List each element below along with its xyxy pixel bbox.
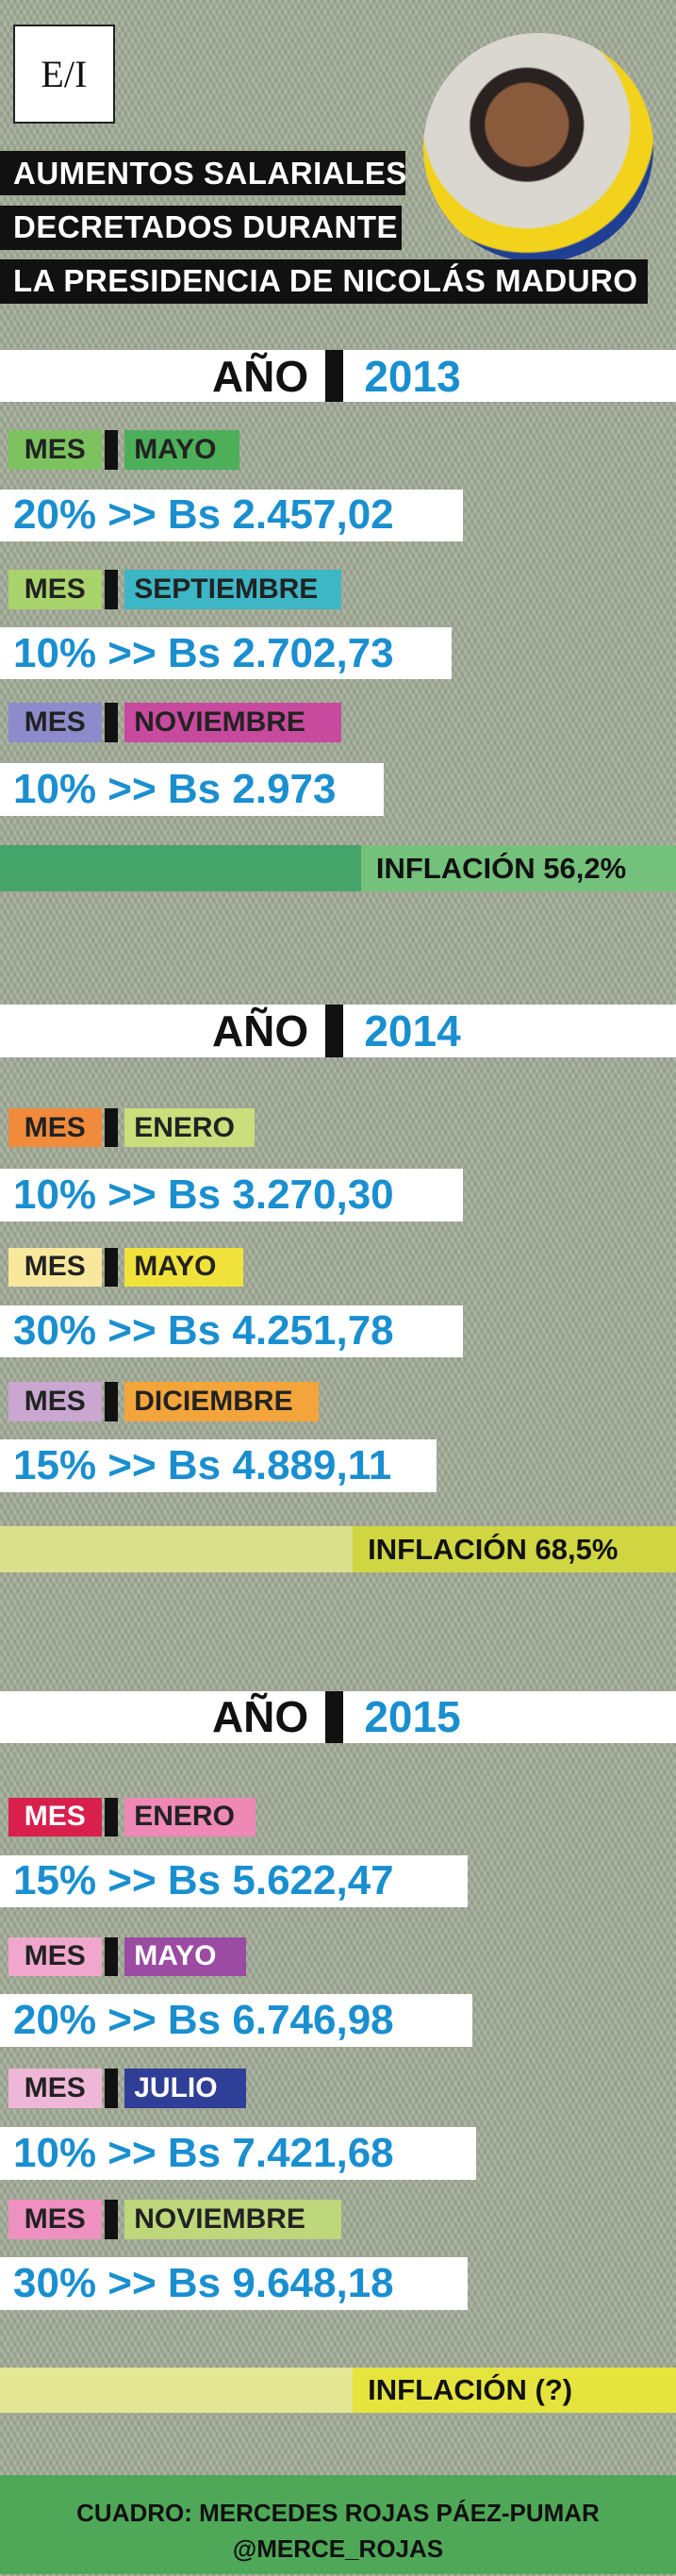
mes-label: MES <box>8 429 102 470</box>
title-line: AUMENTOS SALARIALES <box>0 151 406 196</box>
mes-label: MES <box>8 569 102 609</box>
inflation-bar <box>0 1526 354 1573</box>
increase-value: 20% >> Bs 6.746,98 <box>0 1994 473 2048</box>
footer-line: CUADRO: MERCEDES ROJAS PÁEZ-PUMAR <box>76 2498 600 2527</box>
divider <box>105 1382 119 1422</box>
increase-value: 10% >> Bs 2.702,73 <box>0 626 452 680</box>
divider <box>105 2068 119 2108</box>
divider <box>105 2199 119 2239</box>
divider <box>105 1936 119 1977</box>
year-label: AÑO <box>211 351 309 401</box>
title-line: LA PRESIDENCIA DE NICOLÁS MADURO <box>0 258 649 304</box>
month-label: MAYO <box>124 1936 247 1977</box>
inflation-bar <box>0 845 361 891</box>
month-label: DICIEMBRE <box>124 1382 319 1422</box>
increase-value: 30% >> Bs 9.648,18 <box>0 2256 468 2310</box>
month-label: NOVIEMBRE <box>124 702 341 742</box>
inflation-bar <box>0 2367 354 2414</box>
increase-value: 10% >> Bs 3.270,30 <box>0 1169 463 1222</box>
month-label: ENERO <box>124 1797 256 1837</box>
divider <box>324 1005 343 1057</box>
mes-label: MES <box>8 702 102 742</box>
logo: E/I <box>12 25 115 124</box>
month-label: SEPTIEMBRE <box>124 569 341 609</box>
inflation-label: INFLACIÓN 68,5% <box>353 1526 676 1573</box>
footer <box>0 2475 676 2574</box>
divider <box>105 1797 119 1837</box>
mes-label: MES <box>8 1107 102 1148</box>
increase-value: 10% >> Bs 7.421,68 <box>0 2127 476 2181</box>
portrait <box>422 32 653 263</box>
title-line: DECRETADOS DURANTE <box>0 205 403 250</box>
divider <box>105 702 119 742</box>
mes-label: MES <box>8 1247 102 1288</box>
divider <box>324 349 343 403</box>
increase-value: 20% >> Bs 2.457,02 <box>0 489 463 542</box>
month-label: JULIO <box>124 2068 247 2108</box>
month-label: ENERO <box>124 1107 255 1148</box>
month-label: MAYO <box>124 1247 243 1288</box>
divider <box>324 1690 343 1744</box>
year-label: AÑO <box>211 1005 309 1055</box>
divider <box>105 429 119 470</box>
footer-line: @MERCE_ROJAS <box>232 2534 444 2564</box>
year: 2015 <box>364 1692 461 1742</box>
increase-value: 10% >> Bs 2.973 <box>0 763 385 816</box>
divider <box>105 1107 119 1148</box>
increase-value: 15% >> Bs 5.622,47 <box>0 1854 468 1908</box>
divider <box>105 1247 119 1288</box>
year: 2014 <box>364 1005 461 1055</box>
inflation-label: INFLACIÓN (?) <box>353 2367 676 2414</box>
inflation-label: INFLACIÓN 56,2% <box>360 845 676 891</box>
year: 2013 <box>364 351 461 401</box>
mes-label: MES <box>8 2068 102 2108</box>
increase-value: 15% >> Bs 4.889,11 <box>0 1439 437 1492</box>
mes-label: MES <box>8 1797 102 1837</box>
mes-label: MES <box>8 2199 102 2239</box>
month-label: MAYO <box>124 429 240 470</box>
mes-label: MES <box>8 1936 102 1977</box>
month-label: NOVIEMBRE <box>124 2199 341 2239</box>
mes-label: MES <box>8 1382 102 1422</box>
year-label: AÑO <box>211 1692 309 1742</box>
increase-value: 30% >> Bs 4.251,78 <box>0 1305 463 1358</box>
divider <box>105 569 119 609</box>
